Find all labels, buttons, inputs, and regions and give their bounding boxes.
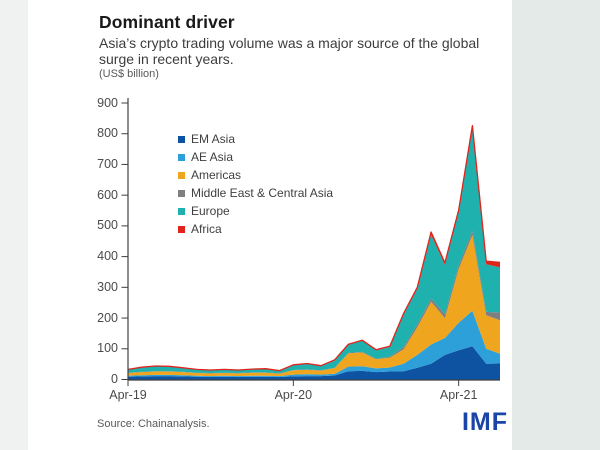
legend-swatch xyxy=(178,153,185,161)
legend-label: EM Asia xyxy=(191,132,236,146)
legend-item-ae-asia: AE Asia xyxy=(178,148,333,166)
y-tick-label: 800 xyxy=(97,126,118,141)
y-tick-label: 200 xyxy=(97,310,118,325)
y-tick-label: 900 xyxy=(97,95,118,110)
chart-subtitle: Asia’s crypto trading volume was a major… xyxy=(99,35,509,67)
y-tick-label: 500 xyxy=(97,218,118,233)
legend-item-europe: Europe xyxy=(178,202,333,220)
imf-logo: IMF xyxy=(461,408,508,436)
legend-swatch xyxy=(178,225,185,233)
legend-item-africa: Africa xyxy=(178,220,333,238)
legend-label: Middle East & Central Asia xyxy=(191,186,334,200)
area-em-asia xyxy=(128,346,500,380)
area-europe xyxy=(128,127,500,374)
legend-swatch xyxy=(178,189,185,197)
legend-item-em-asia: EM Asia xyxy=(178,130,333,148)
legend-label: AE Asia xyxy=(191,150,234,164)
unit-label: (US$ billion) xyxy=(99,68,159,80)
source-note: Source: Chainanalysis. xyxy=(97,418,210,430)
y-tick-label: 100 xyxy=(97,341,118,356)
y-tick-label: 700 xyxy=(97,156,118,171)
x-tick-label: Apr-20 xyxy=(274,388,313,402)
legend-label: Americas xyxy=(191,168,242,182)
page-margin-right xyxy=(512,0,600,450)
y-tick-label: 400 xyxy=(97,249,118,264)
legend-label: Europe xyxy=(191,204,230,218)
page-margin-left xyxy=(0,0,28,450)
y-axis-labels: 0 100 200 300 400 500 600 700 800 900 xyxy=(75,0,118,450)
x-tick-label: Apr-19 xyxy=(109,388,147,402)
legend-item-americas: Americas xyxy=(178,166,333,184)
legend-label: Africa xyxy=(191,222,222,236)
chart-subtitle-line1: Asia’s crypto trading volume was a major… xyxy=(99,35,480,51)
chart-subtitle-line2: surge in recent years. xyxy=(99,51,234,67)
total-outline xyxy=(127,125,501,372)
y-tick-label: 600 xyxy=(97,187,118,202)
chart-legend: EM Asia AE Asia Americas Middle East & Cent… xyxy=(178,130,333,238)
legend-swatch xyxy=(178,171,185,179)
chart-title: Dominant driver xyxy=(99,12,235,32)
x-tick-label: Apr-21 xyxy=(439,388,478,402)
y-tick-label: 300 xyxy=(97,279,118,294)
legend-swatch xyxy=(178,135,185,143)
legend-item-middle-east-central-asia: Middle East & Central Asia xyxy=(178,184,333,202)
y-tick-label: 0 xyxy=(111,372,118,386)
legend-swatch xyxy=(178,207,185,215)
